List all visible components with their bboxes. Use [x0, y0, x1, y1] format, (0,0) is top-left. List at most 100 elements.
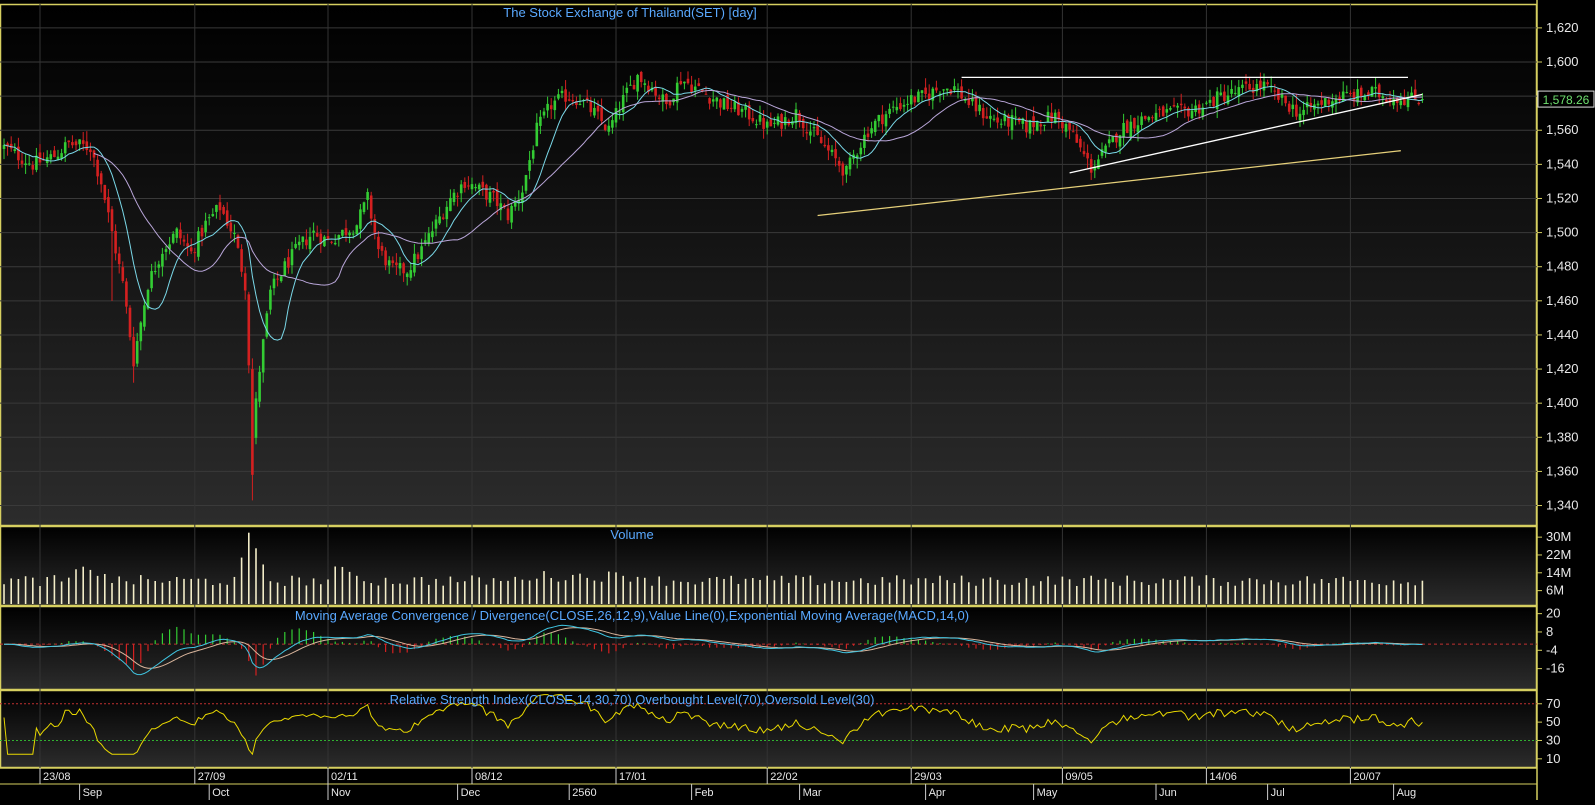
candle-body	[179, 229, 182, 239]
candle-body	[175, 228, 179, 238]
candle-body	[1403, 98, 1406, 106]
candle-body	[240, 249, 243, 272]
candle-body	[1205, 102, 1208, 104]
candle-body	[1320, 100, 1323, 105]
candle-body	[1046, 111, 1050, 123]
date-label: 14/06	[1209, 771, 1237, 783]
candle-body	[1082, 151, 1086, 155]
candle-body	[1406, 97, 1410, 108]
candle-body	[909, 95, 913, 105]
candle-body	[1172, 105, 1176, 107]
date-label: 29/03	[914, 771, 942, 783]
candle-body	[157, 264, 161, 268]
candle-body	[492, 190, 495, 193]
candle-body	[1349, 93, 1352, 95]
candle-body	[182, 239, 186, 242]
candle-body	[384, 250, 387, 266]
candle-body	[413, 253, 416, 273]
candle-body	[1421, 99, 1424, 101]
price-tick-label: 1,400	[1546, 395, 1579, 410]
candle-body	[1323, 97, 1327, 107]
candle-body	[1190, 110, 1194, 119]
volume-tick-label: 30M	[1546, 529, 1571, 544]
candle-body	[636, 74, 639, 92]
candle-body	[1237, 87, 1241, 97]
candle-body	[81, 140, 85, 144]
candle-body	[827, 145, 830, 151]
candle-body	[942, 89, 945, 91]
candle-body	[1352, 91, 1356, 102]
candle-body	[1259, 80, 1262, 89]
candle-body	[603, 124, 607, 130]
candle-body	[571, 100, 575, 102]
volume-tick-label: 6M	[1546, 583, 1564, 598]
candle-body	[1298, 113, 1302, 121]
candle-body	[877, 115, 881, 122]
candle-body	[261, 339, 265, 373]
candle-body	[679, 81, 683, 85]
candle-body	[1334, 98, 1338, 104]
candle-body	[888, 108, 891, 114]
date-label: 23/08	[43, 771, 71, 783]
candle-body	[114, 230, 117, 254]
candle-body	[153, 271, 157, 273]
candle-body	[1219, 92, 1223, 96]
candle-body	[906, 103, 909, 105]
candle-body	[747, 105, 751, 120]
candle-body	[819, 136, 823, 143]
candle-body	[467, 185, 470, 187]
candle-body	[150, 271, 153, 289]
candle-body	[485, 184, 488, 200]
candle-body	[60, 153, 63, 159]
candle-body	[49, 154, 53, 160]
price-tick-label: 1,440	[1546, 327, 1579, 342]
candle-body	[722, 98, 726, 110]
candle-body	[542, 111, 546, 116]
candle-body	[1284, 95, 1287, 104]
candle-body	[1115, 133, 1118, 143]
candle-body	[420, 246, 423, 260]
date-label: 08/12	[475, 771, 503, 783]
candle-body	[1295, 104, 1298, 117]
candle-body	[9, 143, 13, 149]
candle-body	[287, 257, 290, 268]
candle-body	[369, 195, 373, 219]
candle-body	[121, 267, 125, 281]
candle-body	[647, 85, 650, 92]
candle-body	[989, 115, 992, 119]
candle-body	[935, 87, 938, 91]
candle-body	[812, 127, 816, 129]
candle-body	[506, 208, 510, 221]
candle-body	[99, 173, 103, 185]
candle-body	[229, 222, 233, 232]
candle-body	[1089, 159, 1093, 173]
candle-body	[1251, 87, 1255, 93]
candle-body	[564, 89, 567, 102]
candle-body	[1035, 121, 1039, 131]
macd-signal-line	[4, 627, 1423, 669]
candle-body	[618, 111, 621, 113]
candle-body	[895, 106, 899, 111]
candle-body	[517, 199, 521, 204]
candle-body	[1327, 99, 1331, 105]
candle-body	[488, 191, 492, 203]
month-label: Jul	[1271, 787, 1285, 799]
candle-body	[225, 210, 229, 226]
candle-body	[758, 115, 762, 122]
macd-tick-label: -4	[1546, 642, 1558, 657]
candle-body	[312, 230, 315, 233]
candle-body	[269, 289, 272, 310]
candle-body	[1039, 124, 1043, 127]
candle-body	[294, 243, 297, 248]
candle-body	[1161, 106, 1165, 117]
candle-body	[600, 107, 603, 122]
candle-body	[193, 252, 197, 254]
candle-body	[1176, 105, 1179, 108]
candle-body	[1104, 145, 1107, 153]
candle-body	[1410, 92, 1413, 98]
candle-body	[924, 87, 927, 94]
candle-body	[6, 143, 9, 147]
candle-body	[585, 97, 589, 100]
